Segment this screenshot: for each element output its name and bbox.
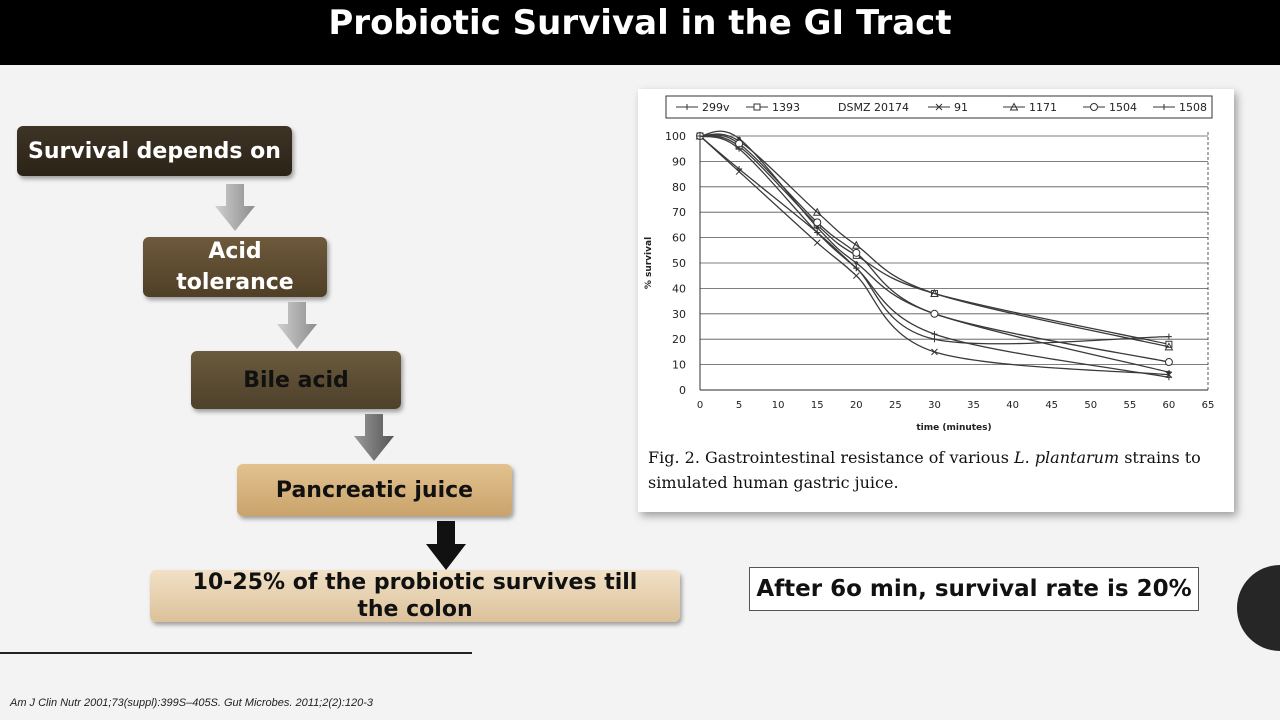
x-tick-label: 60 — [1163, 400, 1176, 411]
data-point — [930, 288, 939, 297]
x-tick-label: 15 — [811, 400, 824, 411]
y-tick-label: 0 — [679, 384, 686, 397]
x-tick-label: 50 — [1084, 400, 1097, 411]
footer-divider — [0, 652, 472, 654]
data-point — [851, 240, 861, 249]
y-tick-label: 90 — [672, 155, 686, 168]
down-arrow-icon — [277, 302, 317, 349]
y-tick-label: 10 — [672, 359, 686, 372]
legend-marker — [1090, 103, 1098, 111]
data-point — [931, 348, 938, 356]
data-point — [1164, 358, 1173, 367]
data-point — [931, 331, 938, 338]
flow-box-pancreatic: Pancreatic juice — [237, 464, 512, 516]
x-tick-label: 35 — [967, 400, 980, 411]
slide-title: Probiotic Survival in the GI Tract — [328, 3, 952, 43]
x-tick-label: 10 — [772, 400, 785, 411]
x-tick-label: 25 — [889, 400, 902, 411]
y-tick-label: 70 — [672, 206, 686, 219]
down-arrow-icon — [426, 521, 466, 570]
legend-marker — [753, 103, 761, 111]
data-point — [852, 248, 861, 257]
legend-marker — [1161, 104, 1167, 110]
x-tick-label: 30 — [928, 400, 941, 411]
legend-label: 1171 — [1029, 101, 1057, 114]
y-tick-label: 80 — [672, 181, 686, 194]
data-point — [813, 239, 821, 247]
figure-caption-line1: Fig. 2. Gastrointestinal resistance of v… — [648, 448, 1201, 467]
down-arrow-icon — [354, 414, 394, 461]
legend-label: DSMZ 20174 — [838, 101, 909, 114]
survival-callout: After 6o min, survival rate is 20% — [749, 567, 1199, 611]
caption-text: strains to — [1124, 448, 1201, 467]
data-point — [852, 272, 860, 280]
data-point — [697, 133, 703, 139]
data-point — [813, 218, 822, 227]
chart-figure: 0 10 20 30 40 50 60 70 80 90 100 0 5 10 15 20 25 30 35 40 45… — [638, 89, 1234, 512]
legend-marker — [684, 104, 690, 110]
y-tick-label: 20 — [672, 333, 686, 346]
data-point — [931, 336, 938, 343]
data-point — [853, 265, 860, 272]
caption-species: L. plantarum — [1013, 448, 1124, 467]
flow-label: Pancreatic juice — [275, 477, 474, 503]
data-point — [735, 168, 743, 175]
data-point — [814, 229, 821, 236]
y-tick-label: 60 — [672, 232, 686, 245]
data-point — [736, 145, 743, 152]
legend-marker — [1009, 102, 1019, 111]
legend-label: 1504 — [1109, 101, 1137, 114]
y-tick-label: 50 — [672, 257, 686, 270]
y-tick-label: 100 — [665, 130, 686, 143]
data-point — [854, 261, 859, 265]
down-arrow-icon — [215, 184, 255, 231]
legend-label: 299v — [702, 101, 730, 114]
x-tick-label: 55 — [1123, 400, 1136, 411]
x-axis-label: time (minutes) — [916, 423, 991, 433]
flow-label: Survival depends on — [28, 138, 281, 164]
x-tick-label: 40 — [1006, 400, 1019, 411]
flow-label: Acid tolerance — [176, 239, 294, 295]
data-point — [1167, 370, 1171, 375]
caption-text: Fig. 2. Gastrointestinal resistance of v… — [648, 448, 1014, 467]
x-tick-label: 5 — [736, 400, 742, 411]
figure-caption-line2: simulated human gastric juice. — [648, 473, 899, 492]
data-point — [815, 225, 820, 230]
decorative-circle — [1237, 565, 1280, 651]
legend-label: 1393 — [772, 101, 800, 114]
series-line-1504 — [699, 134, 1170, 363]
data-point — [1164, 342, 1174, 351]
y-tick-label: 40 — [672, 282, 686, 295]
x-tick-label: 45 — [1045, 400, 1058, 411]
data-point — [1165, 333, 1172, 340]
legend-marker — [935, 103, 943, 111]
flow-box-acid: Acid tolerance — [143, 237, 327, 297]
y-tick-label: 30 — [672, 308, 686, 321]
reference-citation: Am J Clin Nutr 2001;73(suppl):399S–405S.… — [10, 697, 373, 709]
y-axis-label: % survival — [644, 237, 654, 289]
flow-box-result: 10-25% of the probiotic survives till th… — [150, 570, 680, 622]
flow-box-survival: Survival depends on — [17, 126, 292, 176]
data-point — [1165, 374, 1172, 381]
legend-frame — [665, 95, 1213, 119]
x-tick-label: 20 — [850, 400, 863, 411]
data-point — [812, 207, 822, 216]
data-point — [930, 309, 939, 318]
legend-label: 1508 — [1179, 101, 1207, 114]
title-bar — [0, 0, 1280, 65]
x-tick-label: 65 — [1202, 400, 1215, 411]
x-tick-label: 0 — [697, 400, 703, 411]
flow-box-bile: Bile acid — [191, 351, 401, 409]
legend-label: 91 — [954, 101, 968, 114]
flow-label: 10-25% of the probiotic survives till th… — [192, 570, 638, 622]
flow-label: Bile acid — [243, 367, 349, 393]
survival-line-chart: 0 10 20 30 40 50 60 70 80 90 100 0 5 10 15 20 25 30 35 40 45… — [644, 95, 1215, 492]
